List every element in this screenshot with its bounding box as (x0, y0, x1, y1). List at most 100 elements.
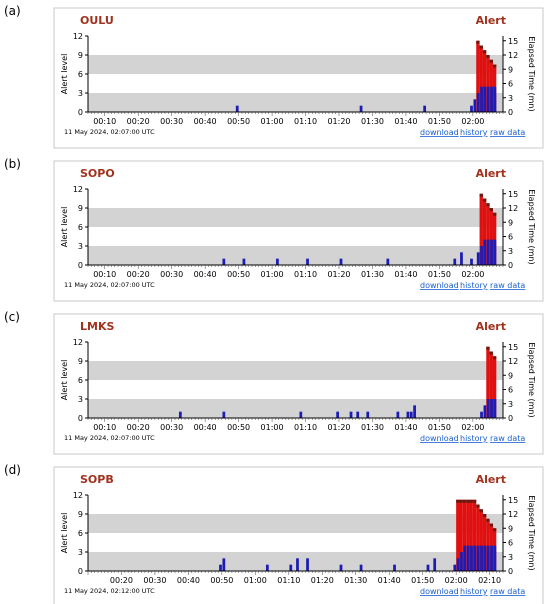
panel-letter: (b) (4, 157, 21, 171)
x-tick-label: 01:40 (394, 117, 417, 126)
alert-level-bar (483, 405, 487, 418)
alert-level-bar (493, 239, 497, 265)
x-tick-label: 00:30 (143, 576, 166, 585)
elapsed-time-bar (466, 499, 470, 571)
y2-tick-label: 0 (508, 108, 513, 117)
x-tick-label: 01:20 (327, 270, 350, 279)
elapsed-time-bar (479, 45, 483, 112)
y-tick-label: 9 (78, 357, 83, 366)
alert-level-bar (486, 399, 490, 418)
y2-tick-label: 9 (508, 524, 513, 533)
elapsed-time-bar (486, 203, 490, 265)
alert-level-bar (276, 258, 279, 265)
x-tick-label: 02:00 (461, 270, 484, 279)
download-link[interactable]: download (420, 587, 459, 596)
x-tick-label: 00:50 (210, 576, 233, 585)
elapsed-time-cap (459, 499, 463, 503)
elapsed-time-cap (492, 356, 497, 360)
station-name: SOPO (80, 167, 115, 180)
y2-tick-label: 15 (508, 37, 518, 46)
y2-tick-label: 6 (508, 80, 513, 89)
x-tick-label: 02:00 (445, 576, 468, 585)
elapsed-time-cap (486, 55, 490, 58)
alert-level-bar (483, 86, 487, 112)
y2-tick-label: 3 (508, 247, 513, 256)
history-link[interactable]: history (460, 128, 488, 137)
chart-panel-oulu: (a) OULU Alert 0 3 6 9 12 Alert level 0 3 6 9 12 15 Ela… (4, 4, 544, 149)
alert-level-bar (480, 545, 483, 571)
alert-level-bar (349, 411, 353, 418)
alert-level-bar (336, 411, 340, 418)
raw-data-link[interactable]: raw data (490, 128, 525, 137)
x-tick-label: 00:40 (194, 117, 217, 126)
alert-level-bar (480, 86, 483, 112)
x-tick-label: 01:40 (394, 423, 417, 432)
y-axis-title: Alert level (60, 513, 69, 554)
alert-level-bar (339, 564, 343, 571)
station-name: SOPB (80, 473, 114, 486)
alert-band-0 (88, 246, 503, 265)
alert-level-bar (473, 545, 477, 571)
download-link[interactable]: download (420, 128, 459, 137)
alert-level-bar (470, 258, 473, 265)
alert-level-bar (359, 105, 363, 112)
x-tick-label: 01:20 (327, 117, 350, 126)
alert-level-bar (493, 86, 497, 112)
elapsed-time-cap (456, 499, 460, 503)
x-tick-label: 01:10 (294, 117, 317, 126)
timestamp: 11 May 2024, 02:07:00 UTC (64, 281, 155, 289)
y-tick-label: 3 (78, 89, 83, 98)
alert-level-bar (423, 105, 427, 112)
history-link[interactable]: history (460, 587, 488, 596)
alert-level-bar (426, 564, 430, 571)
history-link[interactable]: history (460, 281, 488, 290)
x-tick-label: 01:00 (261, 270, 284, 279)
alert-level-bar (359, 564, 363, 571)
x-tick-label: 01:10 (277, 576, 300, 585)
x-tick-label: 00:50 (227, 117, 250, 126)
y2-tick-label: 12 (508, 51, 518, 60)
raw-data-link[interactable]: raw data (490, 434, 525, 443)
alert-level-bar (393, 564, 396, 571)
alert-level-bar (466, 545, 470, 571)
raw-data-link[interactable]: raw data (490, 587, 525, 596)
alert-level-bar (386, 258, 390, 265)
elapsed-time-bar (476, 504, 480, 571)
x-tick-label: 00:20 (127, 423, 150, 432)
elapsed-time-cap (486, 346, 490, 350)
y2-axis-title: Elapsed Time (mn) (527, 189, 536, 264)
x-tick-label: 00:10 (93, 270, 116, 279)
alert-level-bar (178, 411, 182, 418)
y-tick-label: 3 (78, 242, 83, 251)
elapsed-time-bar (456, 499, 460, 571)
alert-status-label: Alert (476, 473, 506, 486)
alert-band-1 (88, 208, 503, 227)
alert-level-bar (476, 252, 480, 265)
x-tick-label: 02:10 (478, 576, 501, 585)
y-tick-label: 3 (78, 395, 83, 404)
raw-data-link[interactable]: raw data (490, 281, 525, 290)
alert-status-label: Alert (476, 320, 506, 333)
elapsed-time-cap (489, 208, 493, 211)
x-tick-label: 00:30 (160, 117, 183, 126)
alert-level-bar (490, 399, 493, 418)
elapsed-time-bar (469, 499, 473, 571)
y2-tick-label: 6 (508, 233, 513, 242)
y-axis-title: Alert level (60, 360, 69, 401)
y-tick-label: 0 (78, 567, 83, 576)
elapsed-time-bar (479, 193, 483, 265)
alert-level-bar (480, 246, 483, 265)
x-tick-label: 01:50 (428, 270, 451, 279)
y-tick-label: 6 (78, 223, 83, 232)
x-tick-label: 01:20 (327, 423, 350, 432)
elapsed-time-cap (482, 50, 487, 54)
history-link[interactable]: history (460, 434, 488, 443)
download-link[interactable]: download (420, 434, 459, 443)
x-tick-label: 00:40 (177, 576, 200, 585)
y-axis-title: Alert level (60, 54, 69, 95)
download-link[interactable]: download (420, 281, 459, 290)
alert-level-bar (235, 105, 239, 112)
panel-letter: (a) (4, 4, 21, 18)
y-tick-label: 0 (78, 261, 83, 270)
